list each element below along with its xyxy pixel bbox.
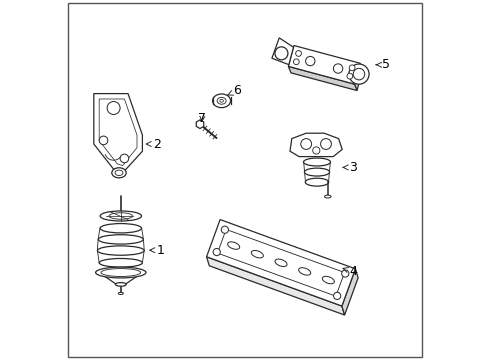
Circle shape	[334, 292, 341, 300]
Ellipse shape	[275, 259, 287, 266]
Ellipse shape	[213, 94, 231, 108]
Polygon shape	[289, 45, 360, 84]
Circle shape	[349, 64, 369, 84]
Text: 3: 3	[343, 161, 357, 174]
Polygon shape	[272, 38, 294, 65]
Ellipse shape	[299, 268, 311, 275]
Ellipse shape	[322, 276, 334, 284]
Circle shape	[301, 139, 312, 149]
Polygon shape	[207, 257, 344, 315]
Ellipse shape	[303, 158, 330, 166]
Text: 2: 2	[146, 138, 161, 150]
Polygon shape	[99, 99, 137, 166]
Circle shape	[107, 102, 120, 114]
Ellipse shape	[99, 258, 143, 267]
Circle shape	[275, 47, 288, 60]
Ellipse shape	[101, 269, 141, 276]
Polygon shape	[196, 120, 204, 129]
Ellipse shape	[228, 242, 240, 249]
Circle shape	[120, 154, 129, 163]
Circle shape	[342, 270, 349, 277]
Circle shape	[294, 59, 299, 65]
Polygon shape	[289, 66, 357, 91]
Circle shape	[353, 68, 365, 80]
Circle shape	[320, 139, 331, 149]
Circle shape	[349, 65, 355, 71]
Ellipse shape	[100, 224, 142, 233]
Circle shape	[313, 147, 320, 154]
Ellipse shape	[116, 283, 126, 286]
Circle shape	[347, 73, 353, 79]
Ellipse shape	[112, 168, 126, 178]
Text: 5: 5	[376, 58, 390, 71]
Circle shape	[306, 57, 315, 66]
Ellipse shape	[305, 178, 329, 186]
Ellipse shape	[304, 168, 330, 176]
Text: 1: 1	[150, 244, 165, 257]
Circle shape	[221, 226, 228, 233]
Circle shape	[333, 64, 343, 73]
Polygon shape	[207, 220, 355, 306]
Text: 6: 6	[228, 84, 242, 97]
Ellipse shape	[98, 246, 144, 255]
Circle shape	[213, 248, 220, 256]
Ellipse shape	[98, 235, 143, 244]
Ellipse shape	[324, 195, 331, 198]
Polygon shape	[218, 229, 344, 296]
Ellipse shape	[118, 292, 123, 294]
Ellipse shape	[220, 99, 223, 102]
Text: 4: 4	[343, 265, 357, 278]
Ellipse shape	[115, 170, 123, 175]
Circle shape	[295, 50, 301, 56]
Text: 7: 7	[198, 112, 206, 125]
Polygon shape	[94, 94, 143, 171]
Ellipse shape	[251, 251, 263, 258]
Polygon shape	[354, 63, 363, 91]
Circle shape	[99, 136, 108, 145]
Polygon shape	[290, 133, 342, 157]
Ellipse shape	[109, 213, 132, 219]
Polygon shape	[342, 269, 358, 315]
Ellipse shape	[96, 267, 146, 278]
Ellipse shape	[217, 97, 226, 104]
Ellipse shape	[100, 211, 142, 221]
